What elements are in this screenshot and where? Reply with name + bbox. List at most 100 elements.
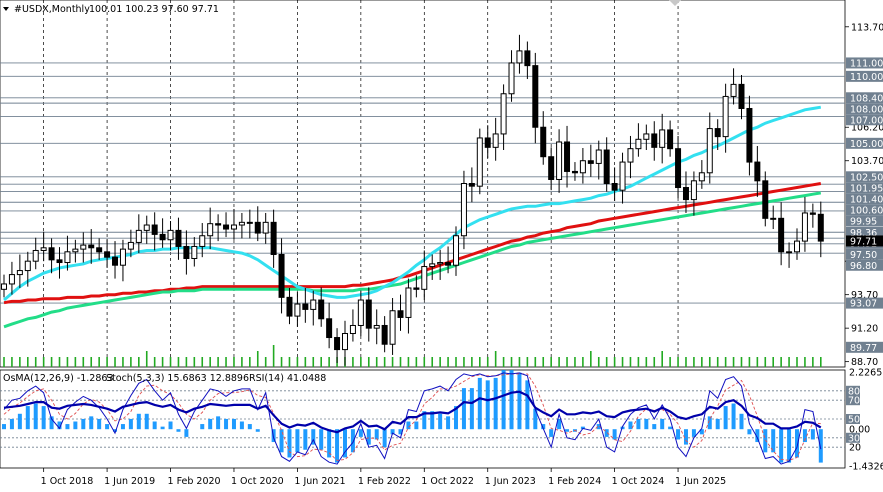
candle-body bbox=[104, 251, 111, 258]
candle-body bbox=[278, 253, 285, 298]
candle-body bbox=[16, 270, 23, 276]
price-axis: 113.70106.20103.7096.2093.7091.2088.7011… bbox=[845, 22, 883, 368]
candle-body bbox=[682, 187, 689, 201]
candle-body bbox=[349, 324, 356, 335]
candle-body bbox=[334, 337, 341, 351]
candle-body bbox=[675, 148, 682, 189]
candle-body bbox=[437, 262, 444, 265]
candle-body bbox=[722, 95, 729, 138]
level-label-box bbox=[846, 259, 883, 271]
candle-body bbox=[389, 310, 396, 345]
level-label: 99.95 bbox=[850, 216, 877, 227]
level-label: 111.00 bbox=[850, 58, 883, 69]
dropdown-arrow-icon[interactable] bbox=[3, 7, 9, 11]
candle-body bbox=[199, 235, 206, 247]
level-label-box bbox=[846, 226, 883, 238]
symbol-label: #USDX,Monthly bbox=[14, 4, 90, 15]
candle-body bbox=[246, 221, 253, 224]
osma-tick-label: 0.00 bbox=[849, 425, 870, 436]
candle-body bbox=[738, 83, 745, 109]
rsi-label: RSI(14) 41.0488 bbox=[249, 373, 326, 384]
candle-body bbox=[468, 183, 475, 187]
level-label: 98.36 bbox=[850, 228, 877, 239]
candle-body bbox=[302, 303, 309, 310]
candle-body bbox=[381, 324, 388, 345]
candle-body bbox=[730, 83, 737, 97]
indicator-pane[interactable] bbox=[0, 369, 846, 469]
level-label: 108.00 bbox=[850, 104, 883, 115]
candle-body bbox=[659, 129, 666, 148]
time-tick-label: 1 Oct 2018 bbox=[41, 476, 94, 487]
candle-body bbox=[183, 245, 190, 260]
price-pane[interactable] bbox=[0, 0, 846, 468]
level-tag-box bbox=[846, 414, 860, 424]
level-tag: 30 bbox=[848, 433, 860, 444]
candle-body bbox=[746, 107, 753, 163]
last-price-label: 97.71 bbox=[850, 236, 877, 247]
candle-body bbox=[817, 213, 824, 242]
time-tick-label: 1 Jun 2019 bbox=[104, 476, 155, 487]
candle-body bbox=[516, 50, 523, 64]
stoch-main-line bbox=[3, 372, 822, 465]
candle-body bbox=[270, 221, 277, 255]
candle-body bbox=[595, 149, 602, 164]
candle-body bbox=[484, 137, 491, 148]
ma-fast-line bbox=[3, 105, 822, 302]
candle-body bbox=[365, 299, 372, 329]
candle-body bbox=[801, 212, 808, 242]
indicator-header: OsMA(12,26,9) -1.2863 Stoch(5,3,3) 15.68… bbox=[3, 373, 326, 384]
candle-body bbox=[714, 128, 721, 138]
level-tag-box bbox=[846, 395, 860, 406]
candle-body bbox=[524, 50, 531, 67]
level-tag: 50 bbox=[848, 415, 860, 426]
ohlc-values: 100.01 100.23 97.60 97.71 bbox=[89, 4, 219, 15]
candle-body bbox=[706, 128, 713, 174]
osma-tick-label: -1.4326 bbox=[849, 462, 883, 473]
candle-body bbox=[770, 217, 777, 220]
level-label: 102.50 bbox=[850, 172, 883, 183]
candle-body bbox=[24, 260, 31, 272]
candle-body bbox=[48, 247, 55, 261]
candle-body bbox=[421, 266, 428, 290]
candle-body bbox=[159, 233, 166, 241]
candle-body bbox=[230, 224, 237, 230]
candle-body bbox=[508, 62, 515, 95]
level-label-box bbox=[846, 193, 883, 205]
level-label-box bbox=[846, 204, 883, 216]
level-label-box bbox=[846, 215, 883, 227]
candle-body bbox=[460, 183, 467, 237]
indicator-lines bbox=[3, 372, 822, 465]
last-price-box bbox=[846, 235, 883, 247]
candle-body bbox=[540, 126, 547, 158]
time-tick-label: 1 Feb 2020 bbox=[168, 476, 221, 487]
candle-body bbox=[373, 324, 380, 329]
level-label-box bbox=[846, 92, 883, 104]
level-label: 107.00 bbox=[850, 115, 883, 126]
time-tick-label: 1 Jun 2025 bbox=[675, 476, 726, 487]
chart-shift-marker-icon[interactable] bbox=[669, 0, 681, 6]
level-label-box bbox=[846, 341, 883, 353]
level-label: 110.00 bbox=[850, 72, 883, 83]
time-axis: 1 Oct 2018 1 Jun 2019 1 Feb 2020 1 Oct 2020… bbox=[41, 468, 726, 487]
candle-body bbox=[143, 224, 150, 231]
level-label: 97.50 bbox=[850, 250, 877, 261]
candle-body bbox=[635, 138, 642, 150]
time-tick-label: 1 Jun 2021 bbox=[294, 476, 345, 487]
candle-body bbox=[286, 296, 293, 317]
price-tick-label: 88.70 bbox=[851, 357, 878, 368]
candle-body bbox=[8, 274, 15, 285]
stoch-label: Stoch(5,3,3) 15.6863 12.8896 bbox=[106, 373, 249, 384]
candle-body bbox=[611, 183, 618, 191]
candle-body bbox=[119, 248, 126, 266]
price-tick-label: 106.20 bbox=[851, 123, 883, 134]
level-label: 96.80 bbox=[850, 261, 877, 272]
level-label: 89.77 bbox=[850, 343, 877, 354]
candle-body bbox=[1, 283, 7, 290]
level-label-box bbox=[846, 248, 883, 260]
osma-tick-label: 2.2265 bbox=[849, 368, 882, 379]
candle-body bbox=[135, 229, 142, 243]
candle-body bbox=[238, 221, 245, 226]
level-label-box bbox=[846, 114, 883, 126]
